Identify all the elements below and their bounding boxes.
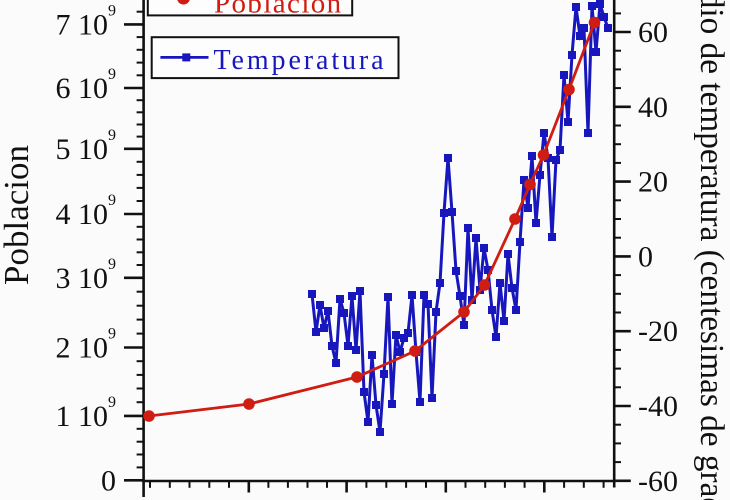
svg-text:20: 20	[638, 166, 668, 199]
svg-text:Población: Población	[214, 0, 343, 20]
svg-text:6 109: 6 109	[56, 66, 117, 105]
svg-text:Temperatura: Temperatura	[214, 45, 387, 76]
svg-text:-60: -60	[638, 465, 678, 498]
svg-text:-40: -40	[638, 390, 678, 423]
svg-text:1 109: 1 109	[56, 394, 117, 433]
svg-text:7 109: 7 109	[56, 2, 117, 41]
svg-text:40: 40	[638, 91, 668, 124]
svg-text:60: 60	[638, 16, 668, 49]
svg-text:2 109: 2 109	[56, 326, 117, 365]
svg-text:-20: -20	[638, 315, 678, 348]
svg-text:Poblacion: Poblacion	[0, 145, 36, 285]
svg-text:Promedio de temperatura (cente: Promedio de temperatura (centesimas de g…	[693, 0, 730, 500]
svg-text:3 109: 3 109	[56, 256, 117, 295]
svg-text:4 109: 4 109	[56, 192, 117, 231]
svg-text:5 109: 5 109	[56, 127, 117, 166]
svg-text:0: 0	[101, 464, 116, 497]
svg-text:0: 0	[638, 240, 653, 273]
